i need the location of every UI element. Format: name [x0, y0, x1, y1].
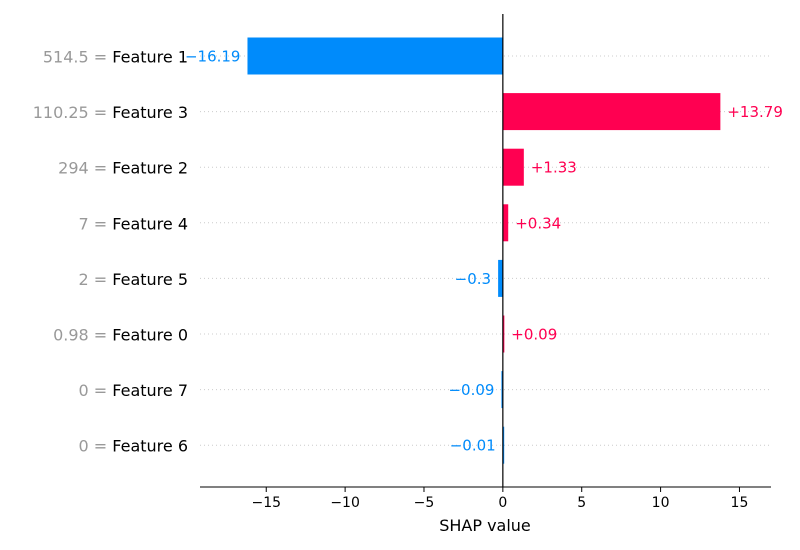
feature-value-text: 7: [79, 214, 89, 233]
feature-value-text: 0: [79, 437, 89, 456]
bar: [502, 93, 721, 131]
equals-separator: =: [89, 326, 113, 345]
bar-value-label: −0.09: [448, 381, 494, 399]
feature-label: 0 = Feature 6: [79, 437, 189, 456]
x-axis-label: SHAP value: [439, 516, 531, 535]
bar-value-label: −0.3: [455, 270, 491, 288]
bar-value-label: −16.19: [185, 48, 241, 66]
feature-name-text: Feature 5: [112, 270, 188, 289]
feature-value-text: 0: [79, 381, 89, 400]
equals-separator: =: [89, 48, 113, 67]
feature-label: 294 = Feature 2: [58, 159, 188, 178]
feature-name-text: Feature 4: [112, 214, 188, 233]
feature-value-text: 110.25: [33, 103, 89, 122]
feature-label: 7 = Feature 4: [79, 214, 189, 233]
bar: [502, 148, 524, 186]
equals-separator: =: [89, 270, 113, 289]
bars: −16.19 +13.79 +1.33 +0.34 −0.3 +0.09 −0.09 −0.0…: [185, 37, 783, 464]
x-tick-label: 0: [498, 495, 507, 511]
feature-label: 2 = Feature 5: [79, 270, 189, 289]
x-axis: −15 −10 −5 0 5 10 15: [200, 14, 771, 511]
feature-label: 0.98 = Feature 0: [53, 326, 188, 345]
equals-separator: =: [89, 381, 113, 400]
x-tick-label: −5: [414, 495, 435, 511]
feature-value-text: 0.98: [53, 326, 89, 345]
equals-separator: =: [89, 214, 113, 233]
bar: [502, 315, 505, 353]
feature-name-text: Feature 3: [112, 103, 188, 122]
bar-value-label: +0.09: [511, 326, 557, 344]
bar: [498, 259, 503, 297]
equals-separator: =: [89, 159, 113, 178]
bar-value-label: +1.33: [531, 159, 577, 177]
bar-value-label: −0.01: [450, 437, 496, 455]
x-tick-label: 15: [731, 495, 749, 511]
feature-name-text: Feature 2: [112, 159, 188, 178]
feature-name-text: Feature 0: [112, 326, 188, 345]
feature-labels: 514.5 = Feature 1 110.25 = Feature 3 294 =…: [33, 48, 188, 456]
feature-value-text: 294: [58, 159, 89, 178]
equals-separator: =: [89, 103, 113, 122]
feature-value-text: 514.5: [43, 48, 89, 67]
x-tick-label: −10: [330, 495, 360, 511]
feature-name-text: Feature 6: [112, 437, 188, 456]
feature-value-text: 2: [79, 270, 89, 289]
feature-label: 110.25 = Feature 3: [33, 103, 188, 122]
feature-label: 0 = Feature 7: [79, 381, 189, 400]
x-tick-label: 10: [652, 495, 670, 511]
bar: [502, 204, 509, 242]
bar-value-label: +0.34: [515, 214, 561, 232]
equals-separator: =: [89, 437, 113, 456]
feature-name-text: Feature 7: [112, 381, 188, 400]
bar: [501, 371, 503, 409]
bar-value-label: +13.79: [727, 103, 783, 121]
x-tick-label: −15: [251, 495, 281, 511]
x-tick-label: 5: [577, 495, 586, 511]
feature-name-text: Feature 1: [112, 48, 188, 67]
feature-label: 514.5 = Feature 1: [43, 48, 188, 67]
bar: [247, 37, 503, 75]
